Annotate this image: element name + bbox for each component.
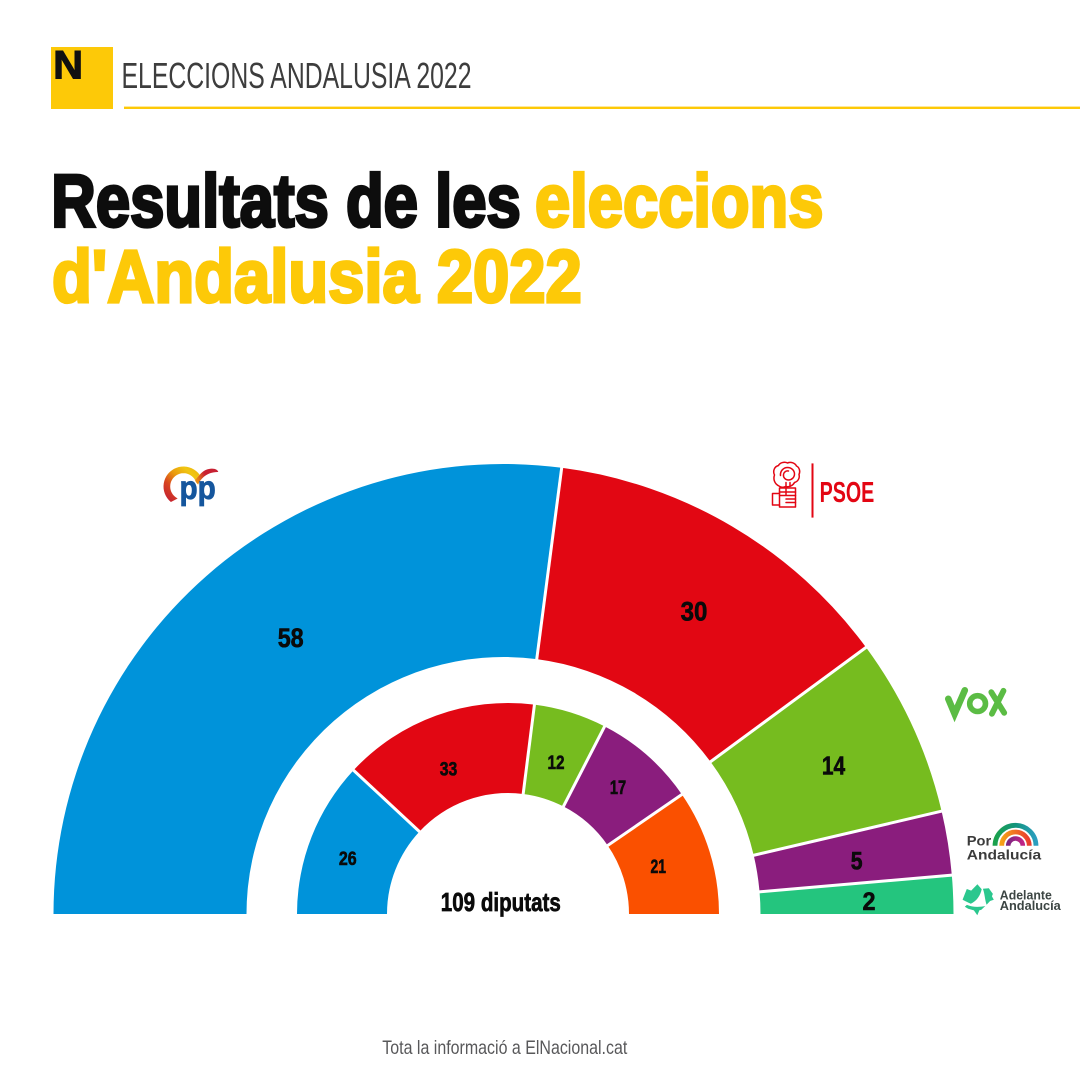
svg-text:N: N (53, 44, 83, 88)
svg-text:Por: Por (967, 833, 992, 849)
svg-text:26: 26 (339, 849, 357, 870)
svg-text:5: 5 (851, 848, 863, 876)
svg-text:21: 21 (651, 857, 667, 878)
svg-text:12: 12 (548, 753, 565, 774)
svg-text:d'Andalusia 2022: d'Andalusia 2022 (52, 235, 582, 318)
svg-text:Adelante: Adelante (1000, 889, 1052, 903)
svg-text:58: 58 (278, 623, 304, 653)
svg-text:Andalucía: Andalucía (1000, 899, 1062, 913)
svg-text:14: 14 (822, 750, 846, 780)
svg-text:33: 33 (440, 759, 458, 780)
svg-text:PSOE: PSOE (820, 477, 875, 509)
svg-text:ELECCIONS ANDALUSIA 2022: ELECCIONS ANDALUSIA 2022 (122, 56, 472, 96)
svg-text:Tota la informació a ElNaciona: Tota la informació a ElNacional.cat (382, 1037, 627, 1059)
svg-text:Resultats de les: Resultats de les (51, 160, 521, 243)
svg-text:eleccions: eleccions (535, 160, 823, 243)
svg-text:2: 2 (863, 888, 876, 916)
svg-text:pp: pp (180, 469, 216, 506)
svg-text:Andalucía: Andalucía (967, 846, 1042, 862)
svg-text:109 diputats: 109 diputats (441, 887, 561, 917)
svg-text:17: 17 (610, 778, 626, 799)
svg-text:30: 30 (681, 597, 708, 627)
